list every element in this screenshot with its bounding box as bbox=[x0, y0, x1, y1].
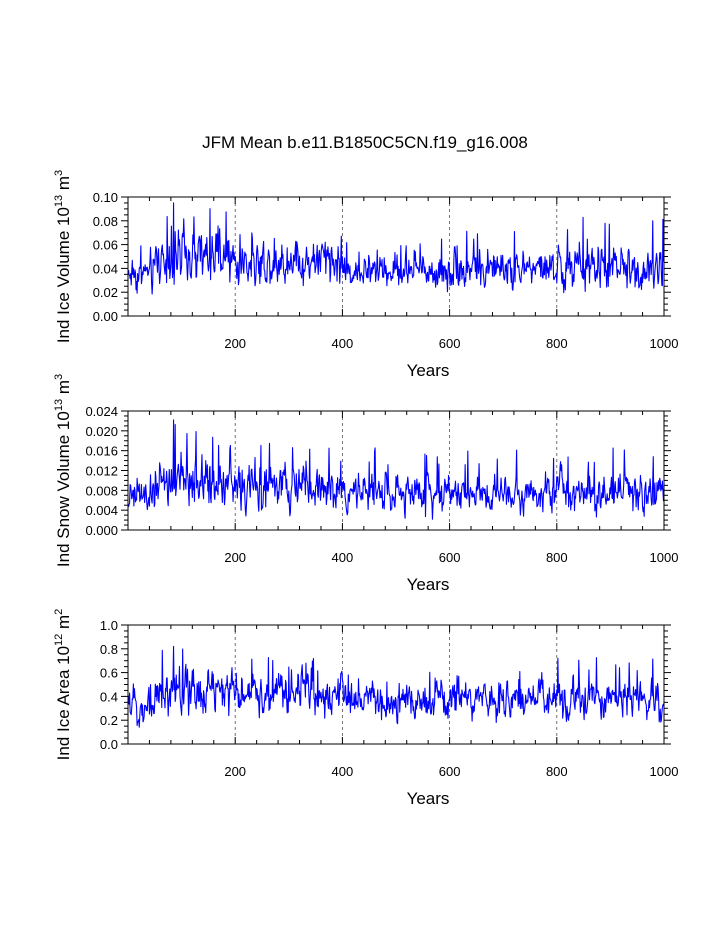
y-axis-label: Ind Ice Area 1012 m2 bbox=[53, 609, 73, 761]
y-tick-label: 0.004 bbox=[85, 503, 118, 518]
plot-frame bbox=[127, 410, 665, 531]
y-tick-label: 0.02 bbox=[93, 285, 118, 300]
y-tick-label: 1.0 bbox=[100, 618, 118, 633]
chart-title: JFM Mean b.e11.B1850C5CN.f19_g16.008 bbox=[202, 133, 528, 152]
y-tick-label: 0.2 bbox=[100, 713, 118, 728]
y-tick-label: 0.020 bbox=[85, 424, 118, 439]
series-line-3 bbox=[127, 645, 665, 728]
x-tick-label: 1000 bbox=[650, 550, 679, 565]
x-axis-label: Years bbox=[407, 361, 450, 380]
y-tick-label: 0.4 bbox=[100, 689, 118, 704]
x-tick-label: 600 bbox=[439, 764, 461, 779]
series-line-2 bbox=[128, 419, 665, 520]
y-tick-label: 0.8 bbox=[100, 642, 118, 657]
x-tick-label: 200 bbox=[224, 550, 246, 565]
x-tick-label: 1000 bbox=[650, 336, 679, 351]
y-tick-label: 0.06 bbox=[93, 238, 118, 253]
x-tick-label: 800 bbox=[546, 336, 568, 351]
panel-1: 200 400 600 800 1000 0.00 0.02 0.04 0.06 0.08 0.10… bbox=[53, 170, 678, 380]
y-tick-label: 0.6 bbox=[100, 666, 118, 681]
plot-frame bbox=[127, 624, 665, 745]
y-tick-label: 0.00 bbox=[93, 309, 118, 324]
panel-3: 200 400 600 800 1000 0.0 0.2 0.4 0.6 0.8 1.0 Years I… bbox=[53, 609, 678, 808]
y-tick-label: 0.012 bbox=[85, 464, 118, 479]
y-tick-label: 0.024 bbox=[85, 404, 118, 419]
y-tick-label: 0.008 bbox=[85, 483, 118, 498]
x-tick-label: 800 bbox=[546, 764, 568, 779]
x-tick-label: 600 bbox=[439, 336, 461, 351]
y-tick-label: 0.0 bbox=[100, 737, 118, 752]
series-line-1 bbox=[127, 202, 665, 295]
x-tick-label: 800 bbox=[546, 550, 568, 565]
x-tick-label: 200 bbox=[224, 336, 246, 351]
x-tick-label: 200 bbox=[224, 764, 246, 779]
panel-2: 200 400 600 800 1000 0.000 0.004 0.008 0.012 0.01… bbox=[53, 374, 678, 594]
x-tick-label: 600 bbox=[439, 550, 461, 565]
x-tick-label: 1000 bbox=[650, 764, 679, 779]
x-axis-label: Years bbox=[407, 789, 450, 808]
y-tick-label: 0.08 bbox=[93, 214, 118, 229]
x-axis-label: Years bbox=[407, 575, 450, 594]
y-axis-label: Ind Snow Volume 1013 m3 bbox=[53, 374, 73, 567]
y-tick-label: 0.10 bbox=[93, 190, 118, 205]
y-tick-label: 0.000 bbox=[85, 523, 118, 538]
y-tick-label: 0.016 bbox=[85, 444, 118, 459]
y-tick-label: 0.04 bbox=[93, 261, 118, 276]
x-tick-label: 400 bbox=[332, 764, 354, 779]
x-tick-label: 400 bbox=[332, 550, 354, 565]
x-tick-label: 400 bbox=[332, 336, 354, 351]
y-axis-label: Ind Ice Volume 1013 m3 bbox=[53, 170, 73, 343]
